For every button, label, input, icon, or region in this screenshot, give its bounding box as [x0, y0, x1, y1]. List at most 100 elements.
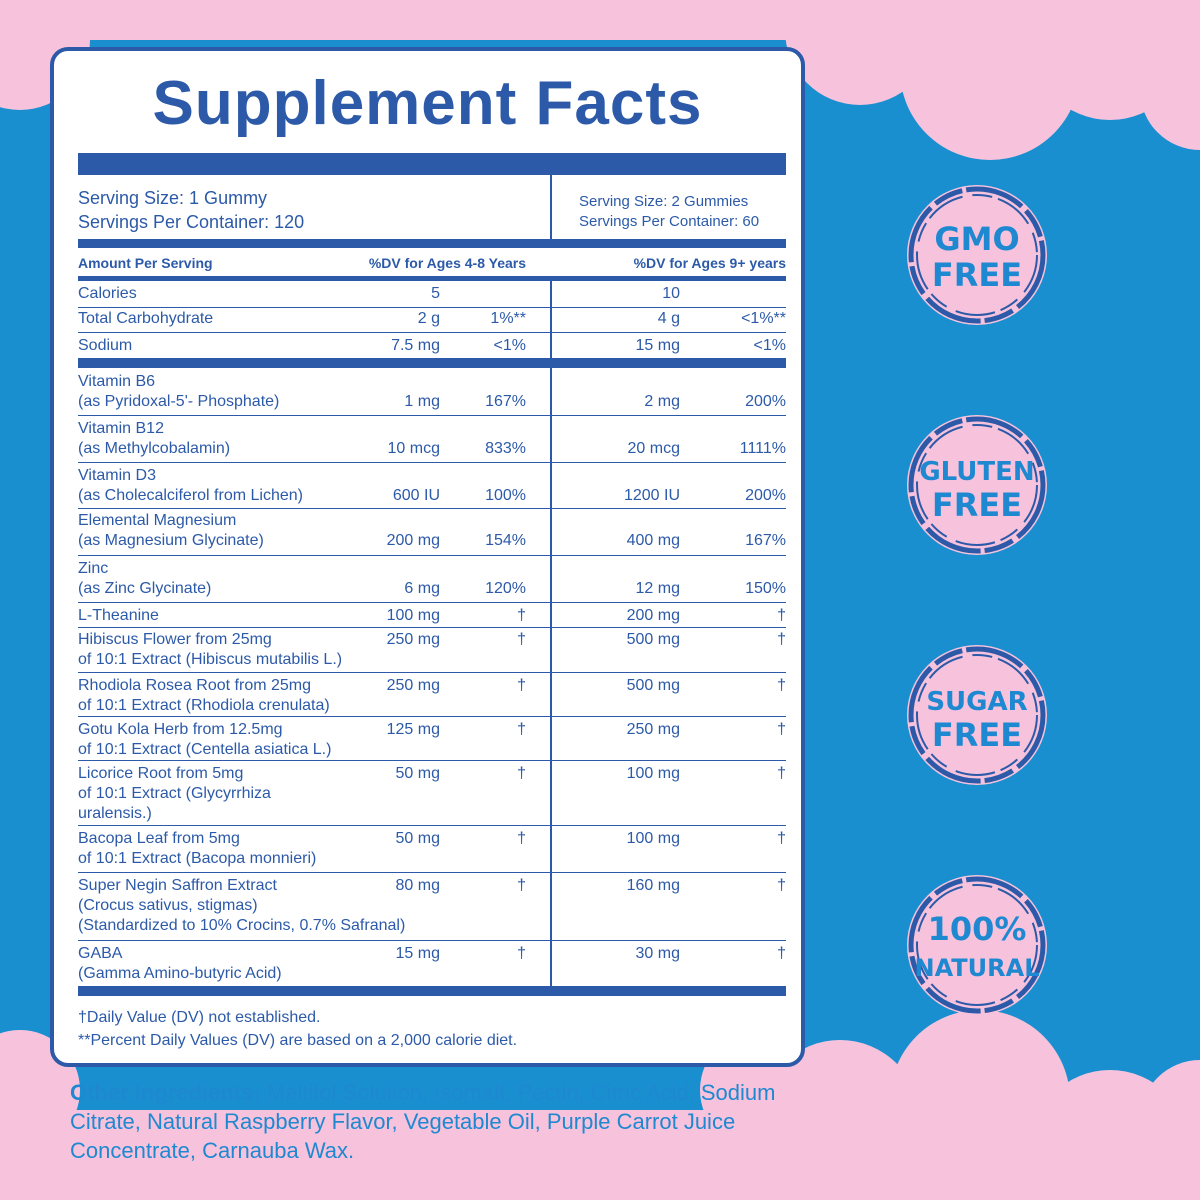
basic-amount-right: 15 mg — [635, 337, 680, 354]
thick-bar-top — [78, 153, 786, 175]
other-ingredients-text: Maltitol Solution, Isomalt, Pectin, Citr… — [70, 1080, 776, 1163]
nutrient-amount-left: 200 mg — [386, 532, 440, 549]
basic-dv-left: 1%** — [490, 310, 526, 327]
basic-amount-left: 5 — [431, 285, 440, 302]
badge-2: GLUTEN FREE — [902, 410, 1052, 560]
basic-name: Sodium — [78, 337, 133, 354]
nutrient-dv-right: † — [777, 677, 786, 694]
basic-name: Calories — [78, 285, 137, 302]
nutrient-name-line: (as Magnesium Glycinate) — [78, 532, 264, 549]
nutrient-dv-right: † — [777, 721, 786, 738]
nutrient-name-line: (as Cholecalciferol from Lichen) — [78, 487, 303, 504]
badge-line1: GMO — [934, 220, 1019, 258]
nutrient-amount-right: 100 mg — [626, 830, 680, 847]
row-divider — [78, 940, 786, 941]
nutrient-dv-left: 167% — [485, 393, 526, 410]
badge-line1: 100% — [928, 910, 1027, 948]
nutrient-name-line: Rhodiola Rosea Root from 25mg — [78, 677, 312, 694]
nutrient-amount-left: 10 mcg — [387, 440, 440, 457]
row-divider — [78, 415, 786, 416]
other-ingredients-label: Other Ingredients: — [70, 1080, 261, 1105]
nutrient-amount-left: 50 mg — [395, 765, 440, 782]
nutrient-amount-left: 600 IU — [392, 487, 440, 504]
badge-circle-icon: 100% NATURAL — [907, 875, 1047, 1015]
row-divider — [78, 508, 786, 509]
badge-line1: GLUTEN — [919, 457, 1034, 487]
nutrient-amount-left: 6 mg — [404, 580, 440, 597]
nutrient-amount-left: 125 mg — [386, 721, 440, 738]
nutrient-dv-left: † — [517, 830, 526, 847]
nutrient-dv-left: 120% — [485, 580, 526, 597]
nutrient-amount-right: 100 mg — [626, 765, 680, 782]
basic-amount-left: 7.5 mg — [391, 337, 440, 354]
nutrient-name-line: (as Methylcobalamin) — [78, 440, 231, 457]
nutrient-amount-right: 12 mg — [635, 580, 680, 597]
servings-per-container-left: Servings Per Container: 120 — [78, 212, 305, 232]
nutrient-dv-right: † — [777, 607, 786, 624]
nutrient-dv-right: † — [777, 631, 786, 648]
nutrient-dv-left: † — [517, 721, 526, 738]
nutrient-name-line: Vitamin D3 — [78, 467, 156, 484]
nutrient-dv-right: 167% — [745, 532, 786, 549]
row-divider — [78, 760, 786, 761]
nutrient-amount-right: 2 mg — [644, 393, 680, 410]
nutrient-dv-left: † — [517, 607, 526, 624]
nutrient-dv-right: † — [777, 877, 786, 894]
page-title: Supplement Facts — [152, 69, 703, 138]
badge-3: SUGAR FREE — [902, 640, 1052, 790]
basic-dv-right: <1%** — [741, 310, 786, 327]
row-divider — [78, 716, 786, 717]
nutrient-amount-left: 250 mg — [386, 631, 440, 648]
nutrient-dv-left: † — [517, 631, 526, 648]
nutrient-name-line: of 10:1 Extract (Centella asiatica L.) — [78, 741, 332, 758]
nutrient-dv-right: † — [777, 945, 786, 962]
basic-dv-right: <1% — [753, 337, 786, 354]
basic-name: Total Carbohydrate — [78, 310, 214, 327]
footnote-percent: **Percent Daily Values (DV) are based on… — [78, 1032, 518, 1049]
nutrient-name-line: Gotu Kola Herb from 12.5mg — [78, 721, 283, 738]
row-divider — [78, 672, 786, 673]
nutrient-amount-right: 200 mg — [626, 607, 680, 624]
serving-size-right: Serving Size: 2 Gummies — [579, 193, 749, 210]
row-divider — [78, 825, 786, 826]
basic-dv-left: <1% — [493, 337, 526, 354]
row-divider — [78, 602, 786, 603]
nutrient-name-line: GABA — [78, 945, 123, 962]
nutrient-dv-right: 200% — [745, 487, 786, 504]
thick-bar-basics — [78, 358, 786, 368]
nutrient-amount-left: 80 mg — [395, 877, 440, 894]
nutrient-name-line: Licorice Root from 5mg — [78, 765, 244, 782]
nutrient-name-line: (Crocus sativus, stigmas) — [78, 897, 258, 914]
nutrient-dv-right: 200% — [745, 393, 786, 410]
nutrient-name-line: L-Theanine — [78, 607, 159, 624]
badge-line1: SUGAR — [926, 687, 1027, 717]
nutrient-name-line: (as Pyridoxal-5'- Phosphate) — [78, 393, 280, 410]
column-divider-nutrients — [550, 368, 552, 986]
basic-amount-left: 2 g — [417, 310, 440, 327]
nutrient-dv-right: † — [777, 830, 786, 847]
nutrient-amount-right: 500 mg — [626, 677, 680, 694]
nutrient-name-line: Vitamin B12 — [78, 420, 164, 437]
nutrient-amount-right: 30 mg — [635, 945, 680, 962]
nutrient-name-line: Vitamin B6 — [78, 373, 156, 390]
row-divider — [78, 872, 786, 873]
amount-per-serving-header: Amount Per Serving — [78, 255, 213, 271]
servings-per-container-right: Servings Per Container: 60 — [579, 213, 760, 230]
nutrient-amount-right: 500 mg — [626, 631, 680, 648]
nutrient-amount-right: 1200 IU — [623, 487, 680, 504]
nutrient-name-line: of 10:1 Extract (Glycyrrhiza — [78, 785, 271, 802]
nutrient-name-line: of 10:1 Extract (Bacopa monnieri) — [78, 850, 317, 867]
basic-amount-right: 10 — [662, 285, 680, 302]
nutrient-dv-right: 1111% — [739, 440, 786, 457]
nutrient-name-line: Zinc — [78, 560, 109, 577]
nutrient-name-line: Super Negin Saffron Extract — [78, 877, 277, 894]
nutrient-amount-right: 400 mg — [626, 532, 680, 549]
nutrient-amount-right: 160 mg — [626, 877, 680, 894]
nutrient-amount-left: 1 mg — [404, 393, 440, 410]
column-divider-basics — [550, 281, 552, 358]
nutrient-amount-left: 15 mg — [395, 945, 440, 962]
nutrient-name-line: (Standardized to 10% Crocins, 0.7% Safra… — [78, 917, 406, 934]
row-divider — [78, 462, 786, 463]
